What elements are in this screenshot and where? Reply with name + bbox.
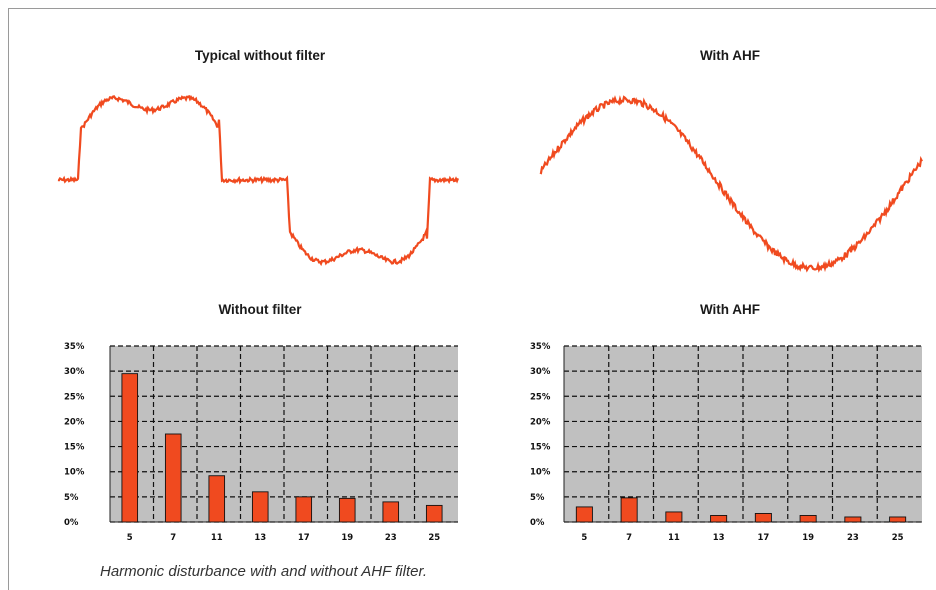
bar-right-y-tick: 30% xyxy=(530,367,551,377)
bar-right-y-tick: 25% xyxy=(530,392,551,402)
bar-left-bar-13 xyxy=(251,491,269,523)
bar-right-y-tick: 10% xyxy=(530,468,551,478)
bar-right-x-tick-5: 5 xyxy=(581,533,587,543)
bar-left-y-tick: 0% xyxy=(64,518,79,528)
bar-right-bar-23 xyxy=(844,516,862,523)
bar-left-bar-7 xyxy=(164,433,182,523)
wave-chart-with-ahf xyxy=(539,95,923,273)
frame-left-border xyxy=(8,8,9,590)
bar-left-y-tick: 5% xyxy=(64,493,79,503)
waveform-line-with-ahf xyxy=(539,95,923,273)
bar-right-bar-11 xyxy=(665,511,683,523)
frame-top-border xyxy=(8,8,936,9)
bar-right-x-tick-13: 13 xyxy=(713,533,725,543)
bar-right-x-tick-23: 23 xyxy=(847,533,859,543)
bar-left-y-tick: 10% xyxy=(64,468,85,478)
bar-right-x-tick-19: 19 xyxy=(802,533,814,543)
bar-right-y-tick: 0% xyxy=(530,518,545,528)
bar-right-x-tick-7: 7 xyxy=(626,533,632,543)
bar-left-x-tick-5: 5 xyxy=(127,533,133,543)
wave-chart-without-filter xyxy=(57,94,460,267)
bar-right-bar-13 xyxy=(710,515,728,523)
bar-left-y-tick: 20% xyxy=(64,417,85,427)
bar-left-x-tick-23: 23 xyxy=(385,533,397,543)
bar-left-y-tick: 15% xyxy=(64,443,85,453)
bar-left-x-tick-11: 11 xyxy=(211,533,223,543)
bar-right-title: With AHF xyxy=(699,302,761,317)
bar-left-bar-23 xyxy=(382,501,400,523)
wave-left-title: Typical without filter xyxy=(194,48,326,63)
bar-right-y-tick: 20% xyxy=(530,417,551,427)
bar-right-bar-25 xyxy=(889,516,907,523)
bar-right-x-tick-17: 17 xyxy=(757,533,769,543)
bar-right-y-tick: 15% xyxy=(530,443,551,453)
bar-right-x-tick-25: 25 xyxy=(892,533,904,543)
bar-left-x-tick-25: 25 xyxy=(428,533,440,543)
waveform-line-without-filter xyxy=(57,94,460,267)
bar-left-x-tick-17: 17 xyxy=(298,533,310,543)
bar-left-x-tick-13: 13 xyxy=(254,533,266,543)
bar-right-bar-19 xyxy=(799,515,817,523)
bar-left-x-tick-19: 19 xyxy=(341,533,353,543)
bar-left-bar-17 xyxy=(295,496,313,523)
bar-left-bar-19 xyxy=(338,497,356,523)
bar-right-y-tick: 5% xyxy=(530,493,545,503)
bar-chart-with-ahf: 5 7 11 13 17 19 23 25 35% 30% 25% 20% 15% 10% 5% 0% xyxy=(530,342,922,543)
bar-left-bar-5 xyxy=(121,373,139,523)
bar-right-y-tick: 35% xyxy=(530,342,551,352)
bar-chart-without-filter: 5 7 11 13 17 19 23 25 35% 30% 25% 20% 15% 10% 5% 0% xyxy=(64,342,458,543)
bar-left-y-tick: 35% xyxy=(64,342,85,352)
bar-left-y-tick: 30% xyxy=(64,367,85,377)
figure-caption: Harmonic disturbance with and without AH… xyxy=(100,563,428,580)
bar-left-bar-25 xyxy=(425,504,443,523)
bar-left-y-tick: 25% xyxy=(64,392,85,402)
bar-right-bar-17 xyxy=(754,513,772,523)
bar-left-x-tick-7: 7 xyxy=(170,533,176,543)
bar-left-title: Without filter xyxy=(218,302,302,317)
bar-right-bar-5 xyxy=(575,506,593,523)
bar-left-bar-11 xyxy=(208,475,226,523)
bar-right-bar-7 xyxy=(620,497,638,523)
bar-right-x-tick-11: 11 xyxy=(668,533,680,543)
wave-right-title: With AHF xyxy=(699,48,761,63)
